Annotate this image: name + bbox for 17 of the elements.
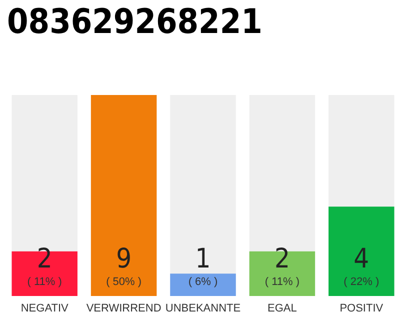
x-tick-label: UNBEKANNTE: [165, 302, 241, 314]
annotation: ( 11% ): [264, 276, 300, 288]
data-label: 2: [274, 244, 290, 274]
data-label: 2: [36, 244, 52, 274]
data-label: 1: [195, 244, 211, 274]
x-tick-label: POSITIV: [340, 302, 384, 314]
chart-title: 083629268221: [7, 2, 262, 42]
x-tick-label: EGAL: [268, 302, 297, 314]
annotation: ( 22% ): [344, 276, 380, 288]
data-label: 4: [354, 244, 370, 274]
annotation: ( 50% ): [106, 276, 142, 288]
bar: [170, 274, 236, 296]
annotation: ( 11% ): [27, 276, 62, 288]
annotation: ( 6% ): [188, 276, 218, 288]
x-tick-label: NEGATIV: [20, 302, 69, 314]
x-tick-label: VERWIRREND: [86, 302, 162, 314]
data-label: 9: [116, 244, 132, 274]
